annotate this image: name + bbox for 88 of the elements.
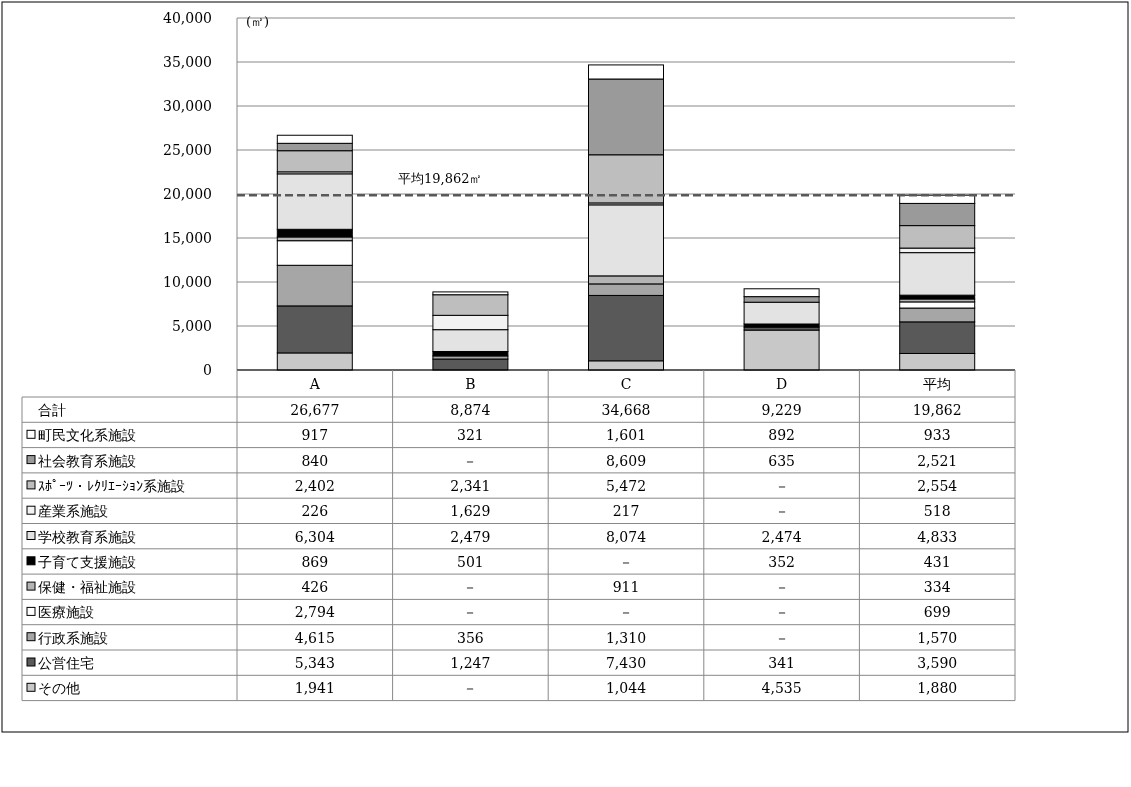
legend-label: 公営住宅 xyxy=(38,655,94,671)
data-label: 6,304 xyxy=(294,528,335,545)
data-label: 217 xyxy=(612,503,640,520)
text: － xyxy=(463,680,478,697)
data-label: 226 xyxy=(301,503,329,520)
data-label: 8,074 xyxy=(605,528,647,545)
data-label: 5,343 xyxy=(294,655,335,671)
x-tick-label: 平均 xyxy=(923,376,952,392)
total-label: 34,668 xyxy=(601,402,651,418)
y-tick-label: 20,000 xyxy=(163,186,212,202)
total-label: 8,874 xyxy=(450,402,491,418)
total-label: 26,677 xyxy=(290,402,340,418)
x-tick-label: D xyxy=(775,376,788,392)
text: － xyxy=(774,477,789,494)
data-label: 917 xyxy=(301,427,329,444)
data-label: 1,310 xyxy=(605,629,647,646)
data-label: 501 xyxy=(457,553,484,570)
data-label: 1,601 xyxy=(605,427,647,444)
data-label: 431 xyxy=(923,553,951,570)
legend-label: 子育て支援施設 xyxy=(38,553,136,570)
legend-label: その他 xyxy=(38,680,80,697)
data-label: 2,521 xyxy=(917,452,958,469)
text: 合計 xyxy=(38,402,66,418)
data-label: 2,554 xyxy=(917,477,958,494)
text: － xyxy=(774,604,789,621)
data-label: 1,941 xyxy=(294,680,335,697)
text: － xyxy=(774,503,789,520)
data-label: 635 xyxy=(768,452,795,469)
legend-label: 学校教育系施設 xyxy=(38,528,136,545)
data-label: 1,629 xyxy=(450,503,491,520)
data-label: 3,590 xyxy=(917,655,958,671)
data-label: 2,474 xyxy=(761,528,802,545)
data-label: 334 xyxy=(923,579,951,596)
y-tick-label: 5,000 xyxy=(171,318,212,334)
y-axis-title: (㎡) xyxy=(246,14,270,29)
data-label: 892 xyxy=(768,427,795,444)
legend-label: 社会教育系施設 xyxy=(38,452,136,469)
legend-label: 保健・福祉施設 xyxy=(38,579,136,596)
data-label: 1,044 xyxy=(605,680,647,697)
text: － xyxy=(463,604,478,621)
legend-label: 産業系施設 xyxy=(38,503,108,520)
data-label: 2,341 xyxy=(450,477,491,494)
data-label: 4,535 xyxy=(761,680,802,697)
x-tick-label: B xyxy=(465,376,476,392)
y-tick-label: 15,000 xyxy=(163,230,212,246)
data-label: 4,615 xyxy=(294,629,335,646)
y-tick-label: 40,000 xyxy=(163,10,212,26)
x-tick-label: A xyxy=(308,376,321,392)
data-label: 5,472 xyxy=(605,477,647,494)
legend-label: 行政系施設 xyxy=(38,629,108,646)
data-label: 2,794 xyxy=(294,604,335,621)
y-tick-label: 0 xyxy=(203,362,212,378)
legend-label: ｽﾎﾟｰﾂ・ﾚｸﾘｴｰｼｮﾝ系施設 xyxy=(38,477,185,494)
data-label: 426 xyxy=(301,579,329,596)
data-label: 869 xyxy=(301,553,329,570)
data-label: 518 xyxy=(923,503,951,520)
total-label: 19,862 xyxy=(912,402,962,418)
data-label: 699 xyxy=(923,604,951,621)
text: － xyxy=(774,629,789,646)
data-label: 1,247 xyxy=(450,655,491,671)
text: － xyxy=(619,604,633,621)
data-label: 2,402 xyxy=(294,477,335,494)
x-tick-label: C xyxy=(620,376,632,392)
y-tick-label: 10,000 xyxy=(163,274,212,290)
data-label: 4,833 xyxy=(917,528,958,545)
y-tick-label: 25,000 xyxy=(163,142,212,158)
data-label: 1,570 xyxy=(917,629,958,646)
data-label: 840 xyxy=(301,452,329,469)
y-tick-label: 35,000 xyxy=(163,54,212,70)
text: － xyxy=(774,579,789,596)
data-label: 911 xyxy=(612,579,640,596)
text: － xyxy=(463,579,478,596)
data-label: 2,479 xyxy=(450,528,491,545)
data-label: 7,430 xyxy=(605,655,647,671)
data-label: 933 xyxy=(923,427,951,444)
legend-label: 町民文化系施設 xyxy=(38,427,136,444)
legend-label: 医療施設 xyxy=(38,604,94,621)
data-label: 321 xyxy=(457,427,484,444)
y-tick-label: 30,000 xyxy=(163,98,212,114)
text: － xyxy=(619,553,633,570)
data-label: 1,880 xyxy=(917,680,958,697)
data-label: 356 xyxy=(457,629,484,646)
text: － xyxy=(463,452,478,469)
data-label: 8,609 xyxy=(605,452,647,469)
total-label: 9,229 xyxy=(761,402,802,418)
data-label: 352 xyxy=(768,553,795,570)
ref-line-label: 平均19,862㎡ xyxy=(398,171,483,187)
data-label: 341 xyxy=(768,655,795,671)
